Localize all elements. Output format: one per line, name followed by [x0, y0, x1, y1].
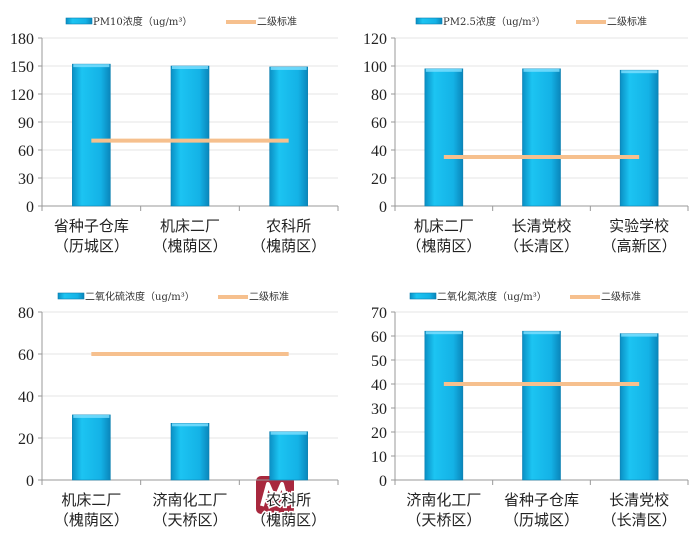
bar-top-highlight: [523, 331, 560, 335]
x-category-label: （长清区）: [504, 237, 579, 255]
x-category-label: （槐荫区）: [251, 511, 326, 529]
y-tick-label: 10: [371, 449, 387, 466]
bar-top-highlight: [270, 66, 307, 70]
x-category-label: （槐荫区）: [54, 511, 129, 529]
y-tick-label: 120: [10, 87, 34, 104]
bar-top-highlight: [425, 68, 462, 72]
y-tick-label: 180: [10, 31, 34, 48]
chart-1: PM10浓度（ug/m³） 二级标准 0 30 60 90 120 150 180 省种子仓库 （历…: [10, 15, 339, 257]
bar-top-highlight: [172, 66, 208, 69]
x-category-label: （天桥区）: [152, 511, 227, 529]
x-category-label: 机床二厂: [160, 217, 220, 235]
bar: [170, 422, 210, 481]
x-category-label: （槐荫区）: [406, 237, 481, 255]
bar: [424, 330, 464, 481]
x-category-label: 长清党校: [609, 491, 669, 509]
x-category-label: 机床二厂: [414, 217, 474, 235]
y-tick-label: 60: [371, 329, 387, 346]
y-tick-label: 20: [371, 171, 387, 188]
legend-bar-swatch: [415, 17, 443, 25]
chart-2: PM2.5浓度（ug/m³） 二级标准 0 20 40 60 80 100 120 机床二厂 （槐荫…: [363, 15, 689, 257]
bar: [619, 333, 659, 481]
bar: [424, 68, 464, 207]
watermark-logo-background: [256, 476, 294, 514]
x-category-label: 济南化工厂: [152, 491, 227, 509]
legend-line-label: 二级标准: [257, 16, 297, 28]
bar-top-highlight: [425, 331, 462, 335]
y-tick-label: 20: [18, 431, 34, 448]
y-tick-label: 40: [18, 389, 34, 406]
bar-top-highlight: [621, 333, 658, 337]
bar-top-highlight: [523, 68, 560, 72]
y-tick-label: 80: [371, 87, 387, 104]
bar: [72, 414, 111, 481]
y-tick-label: 50: [371, 353, 387, 370]
y-tick-label: 60: [18, 143, 34, 160]
y-tick-label: 0: [379, 199, 387, 216]
x-category-label: 农科所: [266, 217, 311, 235]
y-tick-label: 60: [371, 115, 387, 132]
chart-4: 二氧化氮浓度（ug/m³） 二级标准 0 10 20 30 40 50 60 70 济南化工厂 （天桥…: [371, 290, 689, 531]
legend-line-label: 二级标准: [249, 291, 289, 303]
y-tick-label: 0: [379, 473, 387, 490]
x-category-label: 实验学校: [609, 217, 669, 235]
x-category-label: 机床二厂: [61, 491, 121, 509]
y-tick-label: 30: [18, 171, 34, 188]
bar: [269, 66, 308, 207]
x-category-label: （历城区）: [504, 511, 579, 529]
legend-bar-label: 二氧化硫浓度（ug/m³）: [85, 290, 195, 303]
bar: [269, 431, 308, 481]
y-tick-label: 0: [26, 473, 34, 490]
x-category-label: 长清党校: [511, 217, 571, 235]
y-tick-label: 80: [18, 305, 34, 322]
x-category-label: 农科所: [266, 491, 311, 509]
y-tick-label: 40: [371, 143, 387, 160]
x-category-label: （高新区）: [602, 237, 677, 255]
x-category-label: 省种子仓库: [504, 491, 579, 509]
bar-top-highlight: [73, 64, 110, 68]
bar: [522, 68, 561, 207]
y-tick-label: 90: [18, 115, 34, 132]
y-tick-label: 20: [371, 425, 387, 442]
bar: [72, 63, 111, 207]
legend-bar-swatch: [65, 17, 93, 25]
watermark-logo-glyph: [260, 482, 290, 507]
bar: [619, 69, 659, 207]
x-category-label: 省种子仓库: [54, 217, 129, 235]
watermark-logo: [256, 476, 294, 514]
bar-top-highlight: [73, 414, 110, 418]
y-tick-label: 70: [371, 305, 387, 322]
y-tick-label: 100: [363, 59, 387, 76]
legend-bar-label: PM10浓度（ug/m³）: [93, 15, 192, 28]
y-tick-label: 60: [18, 347, 34, 364]
y-tick-label: 120: [363, 31, 387, 48]
y-tick-label: 40: [371, 377, 387, 394]
legend-line-label: 二级标准: [607, 16, 647, 28]
bar: [170, 65, 210, 207]
bar: [522, 330, 561, 481]
y-tick-label: 150: [10, 59, 34, 76]
x-category-label: （槐荫区）: [152, 237, 227, 255]
x-category-label: （历城区）: [54, 237, 129, 255]
legend-line-label: 二级标准: [601, 291, 641, 303]
x-category-label: 济南化工厂: [406, 491, 481, 509]
bar-top-highlight: [621, 70, 658, 74]
x-category-label: （槐荫区）: [251, 237, 326, 255]
y-tick-label: 30: [371, 401, 387, 418]
legend-bar-label: PM2.5浓度（ug/m³）: [443, 15, 546, 28]
chart-3: 二氧化硫浓度（ug/m³） 二级标准 0 20 40 60 80 机床二厂 （槐荫区） 济南化工厂…: [18, 290, 339, 531]
legend-bar-swatch: [57, 292, 85, 300]
bar-top-highlight: [270, 431, 307, 435]
x-category-label: （长清区）: [602, 511, 677, 529]
legend-bar-swatch: [409, 292, 437, 300]
x-category-label: （天桥区）: [406, 511, 481, 529]
bar-top-highlight: [172, 423, 208, 427]
legend-bar-label: 二氧化氮浓度（ug/m³）: [437, 290, 547, 303]
y-tick-label: 0: [26, 199, 34, 216]
